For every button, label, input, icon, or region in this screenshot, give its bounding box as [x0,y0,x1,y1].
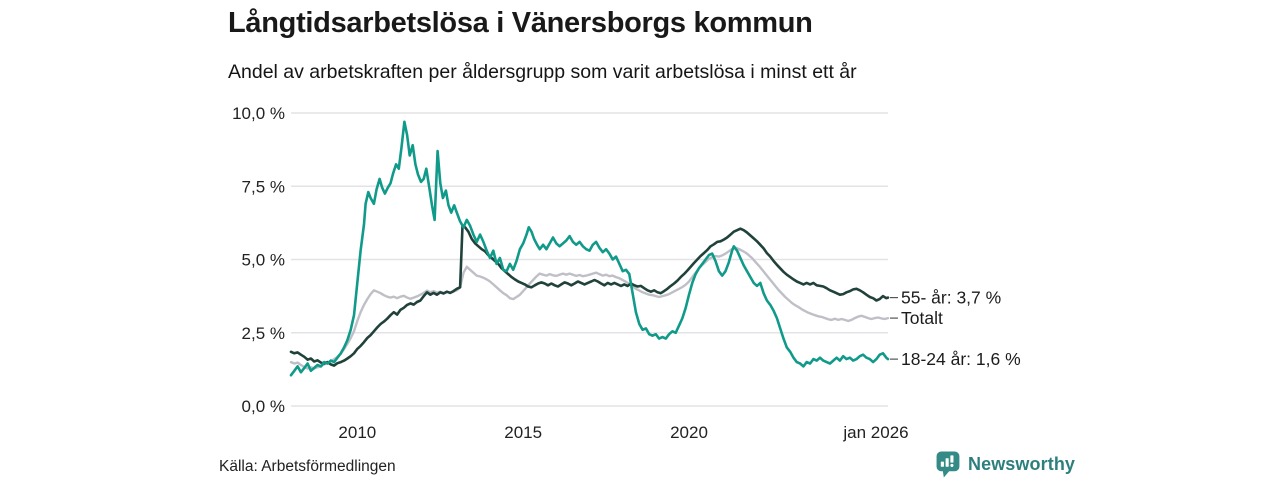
y-axis-label: 10,0 % [232,104,285,123]
series-line-55-r [289,224,890,367]
x-axis-label: jan 2026 [842,423,908,442]
x-axis-label: 2020 [670,423,708,442]
series-end-label: 18-24 år: 1,6 % [901,349,1021,369]
series-line-totalt [289,246,890,370]
series-end-label: 55- år: 3,7 % [901,288,1001,308]
page-title: Långtidsarbetslösa i Vänersborgs kommun [228,7,813,39]
series-end-label: Totalt [901,308,943,328]
y-axis-label: 5,0 % [242,251,285,270]
newsworthy-logo-text: Newsworthy [968,453,1076,474]
y-axis-label: 7,5 % [242,177,285,196]
chart-subtitle: Andel av arbetskraften per åldersgrupp s… [228,61,857,83]
y-axis-label: 2,5 % [242,324,285,343]
newsworthy-logo: Newsworthy [936,450,1075,478]
series-line-18-24-r [289,120,890,377]
y-axis-label: 0,0 % [242,397,285,416]
x-axis-label: 2010 [338,423,376,442]
source-note: Källa: Arbetsförmedlingen [219,458,396,475]
x-axis-label: 2015 [504,423,542,442]
newsworthy-logo-icon [936,451,960,477]
